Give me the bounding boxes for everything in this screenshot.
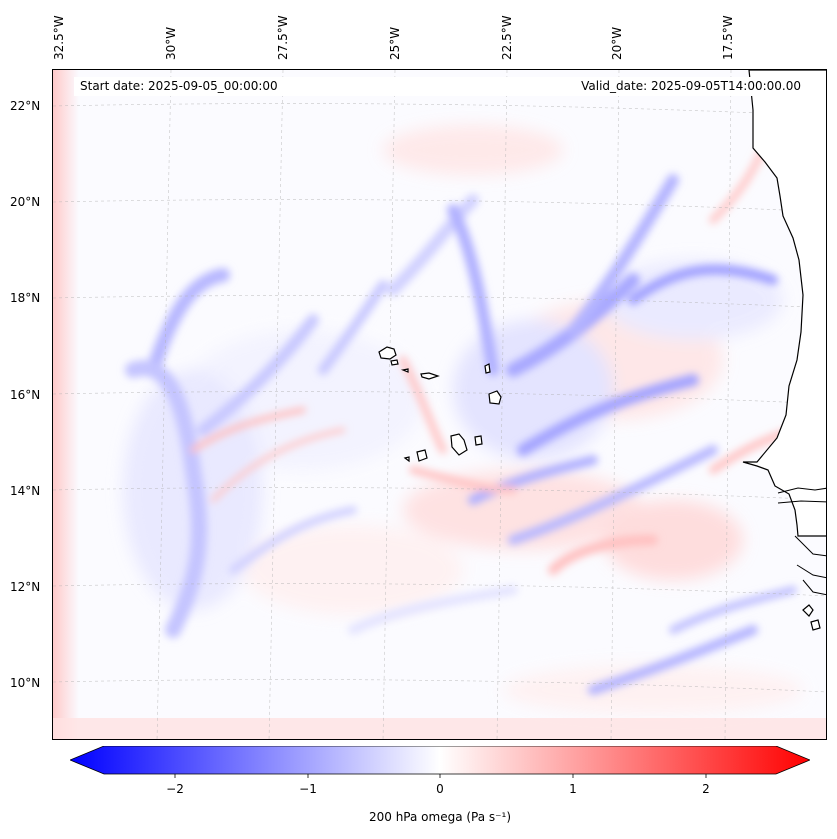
cape-verde-islands (378, 346, 502, 463)
colorbar-gradient (70, 746, 810, 775)
valid-date-text: Valid_date: 2025-09-05T14:00:00.00 (581, 79, 801, 93)
lon-label-20w: 20°W (610, 26, 624, 60)
omega-bottom-edge-band (53, 718, 826, 739)
colorbar-tick-2: 2 (702, 782, 710, 796)
lon-label-22-5w: 22.5°W (500, 15, 514, 60)
coastal-details (777, 487, 826, 596)
lon-label-17-5w: 17.5°W (721, 15, 735, 60)
colorbar-tick-minus-1: −1 (299, 782, 317, 796)
start-date-text: Start date: 2025-09-05_00:00:00 (80, 79, 278, 93)
lon-label-32-5w: 32.5°W (52, 15, 66, 60)
omega-streaks (125, 146, 797, 695)
lon-label-30w: 30°W (164, 26, 178, 60)
lon-label-25w: 25°W (388, 26, 402, 60)
omega-left-edge-band (53, 70, 79, 739)
map-panel[interactable] (52, 69, 827, 740)
lat-label-12n: 12°N (10, 580, 41, 594)
lat-label-14n: 14°N (10, 484, 41, 498)
lat-label-18n: 18°N (10, 291, 41, 305)
colorbar-label: 200 hPa omega (Pa s⁻¹) (368, 810, 511, 824)
guinea-bissau-islands (802, 604, 821, 631)
omega-field-map (53, 70, 826, 739)
colorbar-tick-0: 0 (436, 782, 444, 796)
date-info-bar (74, 77, 808, 96)
lat-label-16n: 16°N (10, 388, 41, 402)
colorbar-tick-minus-2: −2 (166, 782, 184, 796)
lon-label-27-5w: 27.5°W (276, 15, 290, 60)
colorbar-tick-1: 1 (569, 782, 577, 796)
colorbar-ticks (174, 774, 707, 778)
lat-label-20n: 20°N (10, 195, 41, 209)
lat-label-22n: 22°N (10, 99, 41, 113)
west-africa-coastline (742, 70, 826, 537)
colorbar (70, 746, 810, 778)
lat-label-10n: 10°N (10, 676, 41, 690)
graticule (53, 70, 826, 739)
